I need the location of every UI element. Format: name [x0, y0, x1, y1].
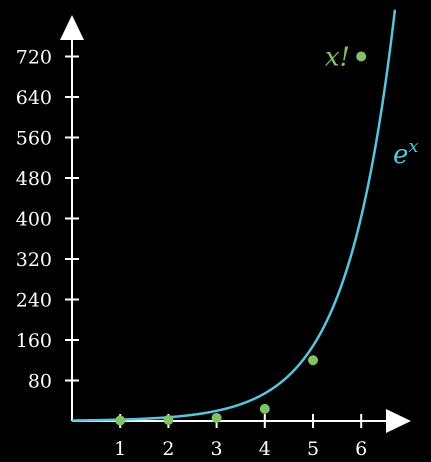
y-tick-label: 80	[28, 371, 52, 393]
x-tick-label: 5	[307, 438, 319, 460]
factorial-point	[163, 414, 174, 425]
y-tick-label: 160	[16, 330, 52, 352]
x-tick-label: 1	[114, 438, 126, 460]
y-tick-label: 720	[16, 47, 52, 69]
x-tick-label: 6	[355, 438, 367, 460]
factorial-point	[356, 51, 367, 62]
series-label-exponential-base: e	[393, 140, 408, 170]
exp-curve-line	[72, 9, 397, 422]
y-tick-label: 480	[16, 168, 52, 190]
factorial-point	[308, 355, 318, 366]
x-axis-arrow	[386, 409, 411, 433]
x-tick-label: 4	[259, 438, 271, 460]
factorial-point	[115, 415, 126, 426]
factorial-point	[211, 412, 222, 423]
x-tick-label: 2	[162, 438, 174, 460]
x-tick-label: 3	[211, 438, 223, 460]
y-tick-label: 640	[16, 87, 52, 109]
ticks: 1 2 3 4 5 6 80 160 240 320 400 480 560 640 720	[16, 47, 368, 461]
series	[72, 9, 397, 426]
factorial-point	[259, 403, 270, 414]
series-label-factorial: x!	[325, 43, 350, 73]
y-tick-label: 240	[16, 290, 52, 312]
series-label-exponential-exponent: x	[408, 136, 418, 157]
series-labels: x! ex	[325, 43, 419, 171]
y-axis-arrow	[60, 15, 84, 40]
y-tick-label: 560	[16, 128, 52, 150]
y-tick-label: 320	[16, 249, 52, 271]
series-label-exponential: ex	[393, 136, 419, 170]
y-tick-label: 400	[16, 209, 52, 231]
